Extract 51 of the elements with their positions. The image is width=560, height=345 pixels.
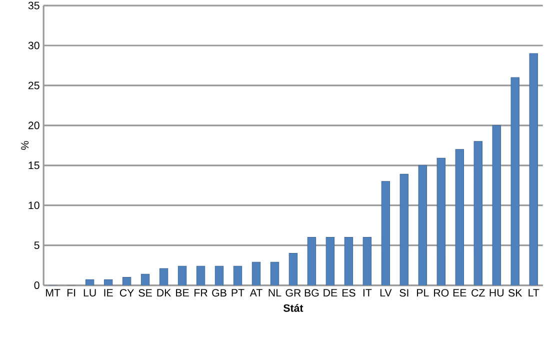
x-tick-label: MT <box>46 289 60 296</box>
x-tick-label: FR <box>194 289 208 296</box>
x-tick-label: SE <box>138 289 152 297</box>
x-tick-label: IE <box>104 289 113 296</box>
x-tick-label: PT <box>232 289 244 296</box>
x-tick-label: LT <box>528 289 540 296</box>
x-tick-label: SK <box>508 289 522 297</box>
y-tick-label: 5 <box>34 242 40 250</box>
bar <box>288 253 298 286</box>
bar <box>326 237 335 286</box>
y-tick-label: 25 <box>28 82 40 90</box>
x-tick-label: BE <box>176 289 189 296</box>
x-tick-label: PL <box>417 289 429 296</box>
bar <box>474 141 482 286</box>
bar <box>400 174 409 286</box>
x-tick-label: EE <box>453 289 466 296</box>
bar <box>418 165 427 286</box>
x-tick-label: LV <box>380 289 392 296</box>
y-tick-label: 20 <box>28 122 40 130</box>
x-tick-label: LU <box>84 289 96 297</box>
y-tick-label: 10 <box>28 202 40 210</box>
x-tick-label: ES <box>342 289 356 297</box>
x-tick-label: BG <box>304 289 319 297</box>
x-tick-label: AT <box>250 289 262 296</box>
bar <box>307 237 316 286</box>
x-axis-title: Stát <box>283 304 304 312</box>
bar <box>344 237 354 286</box>
x-tick-label: GR <box>286 289 301 297</box>
bar <box>381 181 390 286</box>
x-tick-label: IT <box>363 289 372 296</box>
x-tick-label: RO <box>434 289 449 297</box>
bar <box>492 125 501 286</box>
x-tick-label: CY <box>120 289 134 297</box>
x-tick-label: DE <box>324 289 338 296</box>
y-axis-title: % <box>21 141 29 150</box>
y-tick-label: 15 <box>28 162 40 170</box>
x-tick-label: HU <box>490 289 504 297</box>
bar <box>362 237 372 286</box>
bar <box>436 158 446 286</box>
x-tick-label: CZ <box>472 289 485 297</box>
y-tick-label: 35 <box>28 2 40 10</box>
x-tick-label: SI <box>400 289 408 297</box>
y-tick-label: 0 <box>34 282 40 290</box>
x-tick-label: NL <box>268 289 282 296</box>
x-tick-label: GB <box>212 289 226 297</box>
y-tick-label: 30 <box>28 42 40 50</box>
bar <box>455 149 464 286</box>
x-tick-label: DK <box>157 289 172 296</box>
bar <box>529 53 538 286</box>
x-tick-label: FI <box>67 289 76 296</box>
bar <box>510 77 520 286</box>
